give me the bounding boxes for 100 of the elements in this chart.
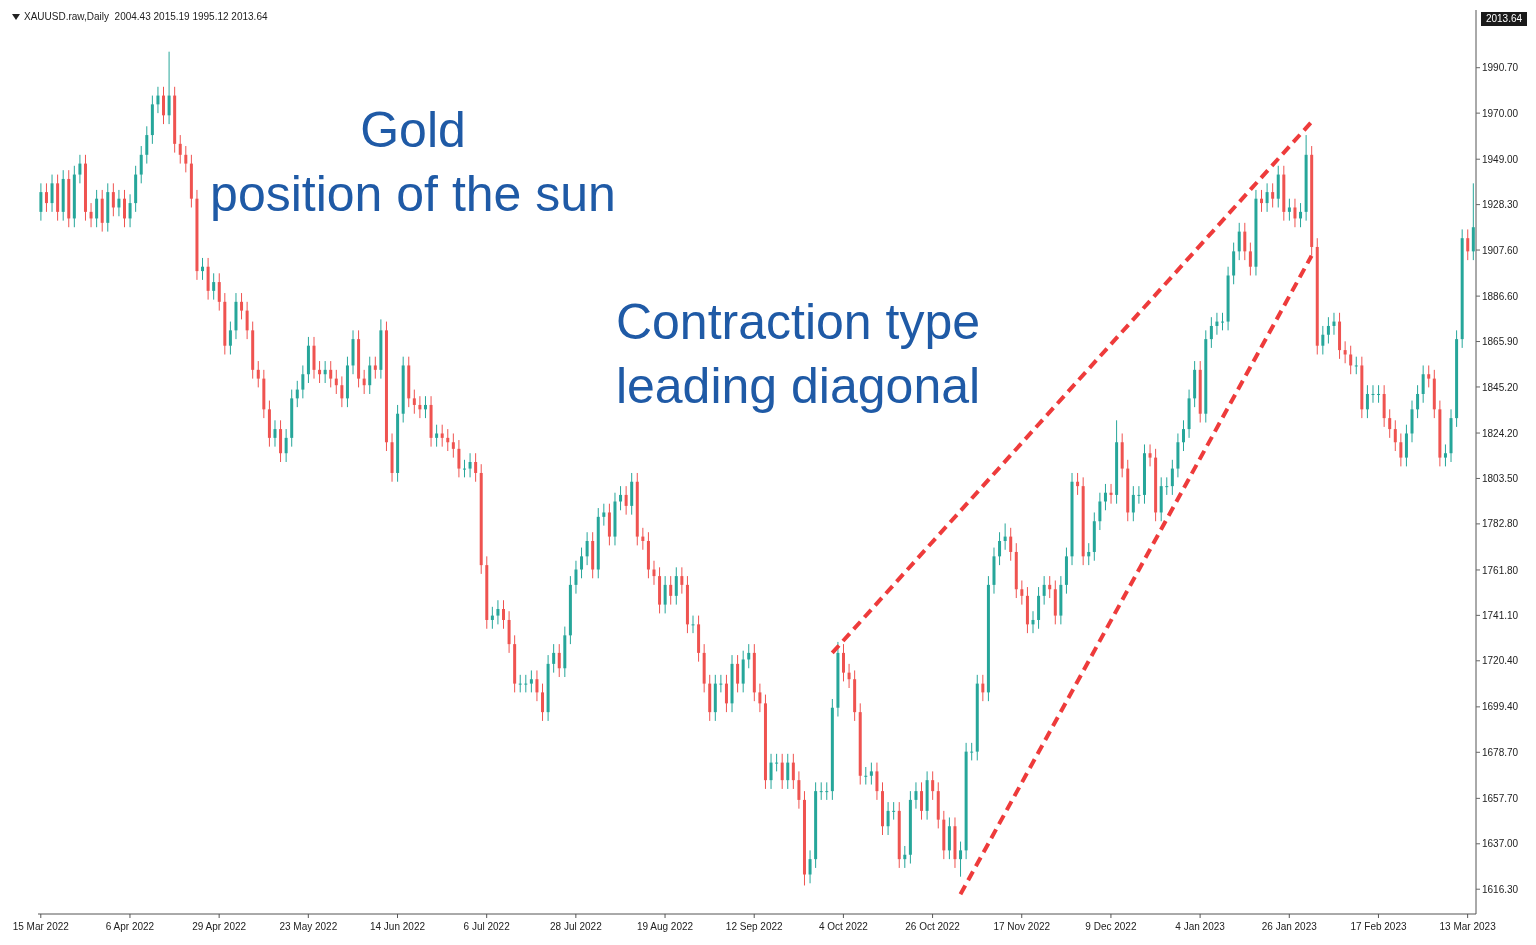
candlestick (1181, 419, 1185, 452)
candlestick (457, 439, 461, 478)
candlestick (1271, 182, 1275, 208)
candlestick (340, 375, 344, 408)
candlestick (1443, 443, 1447, 467)
candlestick (847, 663, 851, 689)
candlestick (624, 485, 628, 516)
y-tick-label: 1949.00 (1482, 153, 1519, 165)
candlestick (535, 669, 539, 702)
candlestick (468, 452, 472, 478)
candlestick (864, 766, 868, 786)
candlestick (245, 301, 249, 340)
x-tick-label: 6 Jul 2022 (463, 921, 511, 932)
candlestick (1103, 483, 1107, 511)
candlestick (602, 503, 606, 527)
candlestick (1165, 476, 1169, 496)
x-tick-label: 26 Oct 2022 (905, 921, 961, 932)
candlestick (329, 360, 333, 388)
candlestick (128, 193, 132, 228)
y-tick-label: 1657.70 (1482, 792, 1519, 804)
candlestick (139, 145, 143, 184)
candlestick (1260, 189, 1264, 213)
candlestick (1416, 384, 1420, 419)
x-tick-label: 13 Mar 2023 (1439, 921, 1497, 932)
candlestick (652, 560, 656, 586)
y-tick-label: 1886.60 (1482, 290, 1519, 302)
candlestick (39, 182, 43, 222)
candlestick (663, 575, 667, 614)
candlestick (1048, 575, 1052, 599)
x-tick-label: 26 Jan 2023 (1261, 921, 1318, 932)
candlestick (1170, 459, 1174, 496)
candlestick (1287, 198, 1291, 222)
candlestick (1393, 419, 1397, 452)
candlestick (145, 125, 149, 165)
candlestick (691, 615, 695, 634)
candlestick (1293, 198, 1297, 228)
x-tick-label: 9 Dec 2022 (1085, 921, 1137, 932)
candlestick (1031, 610, 1035, 634)
candlestick (323, 360, 327, 384)
candlestick (825, 781, 829, 801)
candlestick (1248, 242, 1252, 276)
candlestick (212, 272, 216, 301)
candlestick (529, 669, 533, 693)
candlestick (89, 202, 93, 228)
text: 2013.64 (1481, 12, 1527, 26)
y-tick-label: 1803.50 (1482, 473, 1519, 485)
candlestick (758, 683, 762, 713)
candlestick (1087, 542, 1091, 566)
candlestick (156, 86, 160, 114)
candlestick (580, 547, 584, 579)
candlestick (295, 380, 299, 408)
candlestick (585, 531, 589, 566)
candlestick (1042, 575, 1046, 606)
x-tick-label: 23 May 2022 (279, 921, 338, 932)
y-tick-label: 1824.20 (1482, 427, 1519, 439)
y-tick-label: 1699.40 (1482, 701, 1519, 713)
candlestick (1365, 384, 1369, 419)
candlestick (162, 86, 166, 125)
candlestick (1377, 384, 1381, 404)
candlestick (502, 599, 506, 630)
x-tick-label: 28 Jul 2022 (550, 921, 603, 932)
candlestick (819, 781, 823, 801)
candlestick (301, 364, 305, 399)
candlestick (669, 575, 673, 606)
candlestick (1371, 384, 1375, 404)
x-tick-label: 17 Feb 2023 (1350, 921, 1407, 932)
candlestick (808, 849, 812, 884)
candlestick (769, 753, 773, 790)
candlestick (1388, 408, 1392, 439)
candlestick (44, 182, 48, 213)
candlestick (318, 360, 322, 384)
candlestick (50, 174, 54, 213)
candlestick (1332, 312, 1336, 336)
candlestick (1009, 527, 1013, 562)
y-tick-label: 1865.90 (1482, 336, 1519, 348)
candlestick (557, 643, 561, 678)
candlestick (541, 683, 545, 722)
candlestick (959, 841, 963, 878)
candlestick (1326, 316, 1330, 345)
candlestick (869, 762, 873, 786)
candlestick (184, 145, 188, 173)
x-tick-label: 19 Aug 2022 (636, 921, 694, 932)
candlestick (903, 845, 907, 869)
candlestick (680, 566, 684, 595)
candlestick (440, 424, 444, 448)
candlestick (1076, 472, 1080, 496)
chart-title: XAUUSD.raw,Daily 2004.43 2015.19 1995.12 2013.64 (24, 11, 268, 22)
candlestick (886, 801, 890, 836)
y-tick-label: 1907.60 (1482, 244, 1519, 256)
x-tick-label: 12 Sep 2022 (725, 921, 784, 932)
candlestick (998, 531, 1002, 566)
candlestick (574, 560, 578, 595)
candlestick (641, 527, 645, 551)
candlestick (412, 389, 416, 415)
y-tick-label: 1928.30 (1482, 199, 1519, 211)
candlestick (914, 781, 918, 810)
candlestick (1321, 325, 1325, 355)
candlestick (724, 674, 728, 713)
candlestick (1427, 364, 1431, 388)
candlestick (178, 134, 182, 165)
